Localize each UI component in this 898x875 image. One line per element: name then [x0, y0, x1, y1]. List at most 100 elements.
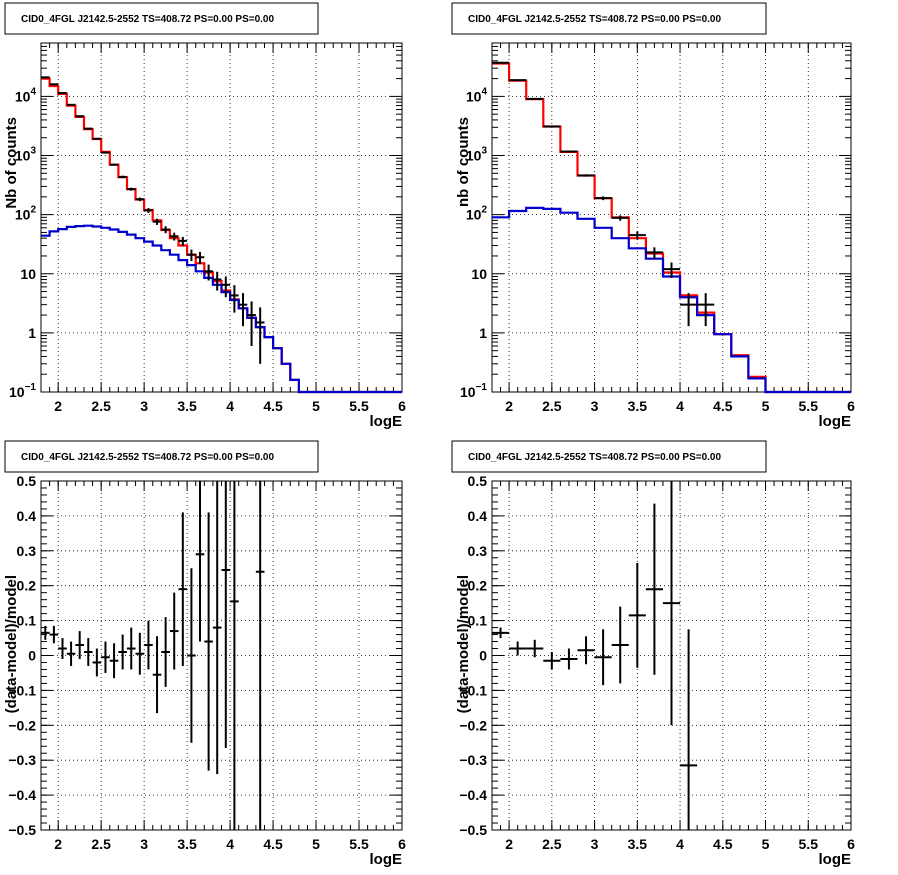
x-tick-label: 4	[676, 398, 684, 414]
y-tick-base: 10	[9, 384, 25, 400]
data-point	[195, 251, 205, 265]
data-point	[152, 218, 162, 225]
y-tick-label: 0.3	[17, 543, 37, 559]
data-point	[41, 625, 50, 640]
y-tick-label: −0.2	[8, 717, 36, 733]
data-point	[66, 641, 76, 666]
data-point	[135, 632, 145, 675]
data-point	[83, 127, 93, 130]
data-point	[101, 151, 110, 154]
y-tick-label: 0.1	[17, 613, 37, 629]
data-point	[152, 636, 162, 714]
data-point	[126, 627, 136, 670]
data-point	[161, 617, 170, 687]
x-tick-label: 2.5	[91, 836, 111, 852]
title-box	[451, 440, 767, 473]
x-tick-label: 5.5	[799, 836, 819, 852]
y-tick-exponent: −1	[476, 382, 488, 393]
data-point	[118, 175, 127, 179]
x-tick-label: 3	[140, 398, 148, 414]
y-tick-base: 10	[15, 88, 31, 104]
x-tick-label: 3.5	[177, 398, 197, 414]
pad-top-right-counts: CID0_4FGL J2142.5-2552 TS=408.72 PS=0.00…	[451, 2, 855, 430]
title-box	[451, 2, 767, 35]
x-tick-label: 5.5	[349, 836, 369, 852]
data-point	[75, 631, 84, 659]
x-tick-label: 3	[591, 398, 599, 414]
data-point	[662, 481, 681, 726]
chart-title: CID0_4FGL J2142.5-2552 TS=408.72 PS=0.00…	[468, 14, 721, 25]
y-tick-label: 1	[28, 325, 36, 341]
y-tick-label: 0.2	[468, 578, 488, 594]
data-point	[230, 285, 239, 313]
y-tick-base: 10	[15, 148, 31, 164]
data-point	[204, 512, 213, 771]
data-point	[126, 187, 136, 191]
x-axis-label: logE	[819, 413, 852, 430]
x-tick-label: 2.5	[542, 398, 562, 414]
x-tick-label: 6	[847, 836, 855, 852]
data-point	[178, 236, 188, 246]
data-point	[169, 592, 179, 670]
data-point	[492, 627, 510, 639]
y-tick-label: 10	[20, 266, 36, 282]
x-tick-label: 4.5	[713, 836, 733, 852]
y-tick-label: −0.5	[459, 822, 487, 838]
data-point	[109, 163, 119, 166]
data-point	[577, 174, 595, 177]
data-point	[58, 638, 67, 659]
data-point	[178, 512, 188, 666]
data-point	[543, 652, 561, 670]
data-point	[560, 150, 578, 153]
data-point	[255, 481, 265, 830]
model-source-line	[492, 206, 851, 394]
y-axis-label: nb of counts	[455, 117, 472, 207]
data-point	[255, 307, 265, 364]
x-tick-label: 6	[398, 836, 406, 852]
plot-frame	[40, 42, 403, 393]
model-source-line	[41, 224, 402, 394]
data-point	[187, 249, 196, 262]
y-tick-exponent: 3	[30, 146, 36, 157]
y-tick-label: −0.1	[459, 682, 487, 698]
y-axis-label: (data-model)/model	[455, 575, 472, 713]
data-point	[144, 208, 153, 213]
data-point	[101, 641, 110, 673]
y-tick-label: 10	[471, 266, 487, 282]
y-tick-label: 0	[28, 648, 36, 664]
data-point	[697, 293, 715, 327]
data-point	[212, 481, 222, 775]
title-box	[4, 440, 319, 473]
x-tick-label: 5	[762, 398, 770, 414]
x-tick-label: 2	[54, 836, 62, 852]
data-point	[161, 226, 170, 234]
x-tick-label: 3.5	[177, 836, 197, 852]
x-tick-label: 3.5	[628, 836, 648, 852]
data-point	[92, 648, 102, 677]
x-tick-label: 2	[505, 398, 513, 414]
y-tick-label: −0.3	[459, 752, 487, 768]
y-tick-label: 0.5	[468, 473, 488, 489]
pad-top-left-counts: CID0_4FGL J2142.5-2552 TS=408.72 PS=0.00…	[3, 2, 406, 430]
data-point	[204, 264, 213, 281]
chart-title: CID0_4FGL J2142.5-2552 TS=408.72 PS=0.00…	[468, 452, 721, 463]
x-tick-label: 2.5	[91, 398, 111, 414]
x-tick-label: 2	[54, 398, 62, 414]
y-tick-label: 0.4	[468, 508, 488, 524]
y-tick-label: 1	[479, 325, 487, 341]
y-tick-label: 0.1	[468, 613, 488, 629]
data-point	[49, 625, 59, 644]
y-tick-exponent: 2	[481, 205, 487, 216]
chart-title: CID0_4FGL J2142.5-2552 TS=408.72 PS=0.00…	[21, 14, 274, 25]
data-point	[238, 293, 248, 327]
x-tick-label: 3	[140, 836, 148, 852]
x-tick-label: 5	[312, 836, 320, 852]
data-point	[594, 196, 612, 201]
data-point	[680, 629, 698, 830]
y-tick-label: 103	[15, 146, 37, 164]
y-tick-exponent: 4	[481, 86, 487, 97]
y-tick-exponent: 4	[30, 86, 36, 97]
data-point	[230, 481, 239, 830]
y-tick-label: −0.4	[459, 787, 487, 803]
